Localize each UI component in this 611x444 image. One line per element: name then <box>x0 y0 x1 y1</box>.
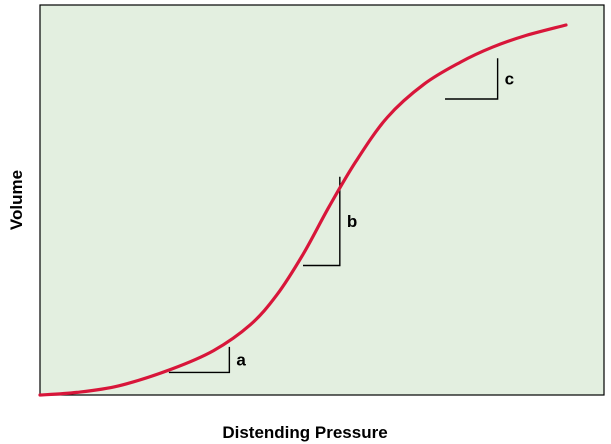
slope-label-a: a <box>236 351 246 370</box>
slope-label-c: c <box>505 70 514 89</box>
slope-triangle-b <box>303 176 341 267</box>
slope-triangle-c <box>445 58 499 100</box>
y-axis-label: Volume <box>7 170 26 230</box>
pressure-volume-curve <box>38 23 568 397</box>
x-axis-label: Distending Pressure <box>222 423 387 442</box>
plot-area <box>39 4 605 396</box>
slope-label-b: b <box>347 212 357 231</box>
slope-triangle-labels: a b c <box>236 70 514 370</box>
slope-triangles <box>168 58 499 374</box>
slope-triangle-a <box>168 346 231 374</box>
